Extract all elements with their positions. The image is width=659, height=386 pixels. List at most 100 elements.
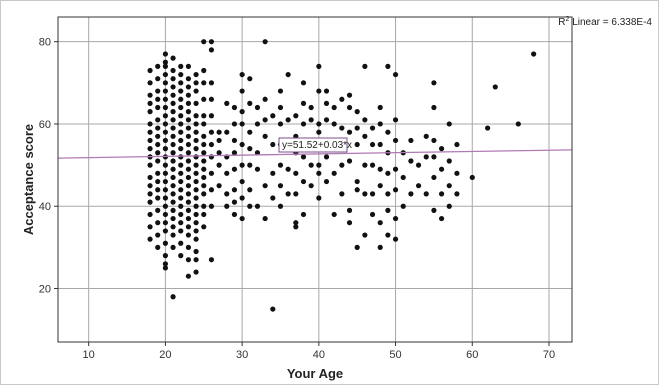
data-point xyxy=(431,174,437,181)
data-point xyxy=(254,121,261,127)
data-point xyxy=(178,240,184,246)
data-point xyxy=(285,117,291,123)
data-point xyxy=(446,158,452,164)
data-point xyxy=(208,141,215,148)
data-point xyxy=(208,39,215,45)
data-point xyxy=(254,104,261,111)
data-point xyxy=(185,158,192,164)
data-point xyxy=(201,80,207,86)
data-point xyxy=(231,166,238,172)
data-point xyxy=(170,166,176,172)
x-tick-label: 40 xyxy=(313,349,325,361)
data-point xyxy=(331,170,337,176)
data-point xyxy=(178,96,184,102)
data-point xyxy=(262,117,268,123)
data-point xyxy=(308,104,314,111)
data-point xyxy=(208,129,215,135)
data-point xyxy=(155,96,161,102)
data-point xyxy=(162,253,169,259)
data-point xyxy=(323,117,330,123)
data-point xyxy=(392,187,399,193)
equation-box xyxy=(278,137,348,153)
data-point xyxy=(369,211,376,218)
data-point xyxy=(201,141,207,148)
data-point xyxy=(239,215,245,222)
data-point xyxy=(162,170,169,176)
equation-label: y=51.52+0.03*x xyxy=(278,137,352,153)
y-tick-label: 80 xyxy=(39,37,51,49)
data-point xyxy=(331,121,337,127)
y-tick-label: 20 xyxy=(39,284,51,296)
data-point xyxy=(331,104,337,111)
data-point xyxy=(431,154,437,160)
data-point xyxy=(247,146,253,152)
data-point xyxy=(438,166,445,172)
data-point xyxy=(162,104,169,111)
data-point xyxy=(485,125,491,131)
data-point xyxy=(185,109,192,115)
data-point xyxy=(147,67,153,74)
data-point xyxy=(170,191,176,197)
data-point xyxy=(185,141,192,148)
data-point xyxy=(208,80,215,86)
data-point xyxy=(147,129,153,135)
data-point xyxy=(300,178,307,185)
data-point xyxy=(239,162,245,168)
data-point xyxy=(216,183,222,189)
data-point xyxy=(454,191,460,197)
data-point xyxy=(438,215,445,222)
data-point xyxy=(346,158,353,164)
data-point xyxy=(162,228,169,234)
plot-area xyxy=(57,16,573,343)
data-point xyxy=(178,137,184,144)
data-point xyxy=(239,141,245,148)
data-point xyxy=(392,137,399,144)
data-point xyxy=(300,100,307,106)
data-point xyxy=(277,203,284,209)
x-tick-label: 10 xyxy=(83,349,95,361)
data-point xyxy=(354,187,360,193)
data-point xyxy=(155,232,161,238)
y-axis-title: Acceptance score xyxy=(21,124,36,235)
data-point xyxy=(431,137,437,144)
data-point xyxy=(162,187,169,193)
data-point xyxy=(178,195,184,201)
data-point xyxy=(147,146,153,152)
data-point xyxy=(201,113,207,119)
data-point xyxy=(208,257,215,263)
data-point xyxy=(208,47,215,53)
data-point xyxy=(392,215,399,222)
data-point xyxy=(254,166,261,172)
data-point xyxy=(178,187,184,193)
data-point xyxy=(392,236,399,242)
data-point xyxy=(293,113,299,119)
data-point xyxy=(239,71,245,78)
data-point xyxy=(293,170,299,176)
data-point xyxy=(162,96,169,102)
data-point xyxy=(254,203,261,209)
data-point xyxy=(178,146,184,152)
data-point xyxy=(415,183,422,189)
data-point xyxy=(147,199,153,205)
data-point xyxy=(377,121,383,127)
data-point xyxy=(178,63,184,69)
data-point xyxy=(362,117,368,123)
data-point xyxy=(201,67,207,74)
data-point xyxy=(155,150,161,156)
data-point xyxy=(178,88,184,94)
data-point xyxy=(208,96,215,102)
data-point xyxy=(170,100,176,106)
data-point xyxy=(316,88,322,94)
x-tick-labels: 10 20 30 40 50 60 70 xyxy=(83,342,555,361)
data-point xyxy=(270,141,276,148)
data-point xyxy=(185,191,192,197)
data-point xyxy=(162,220,169,226)
data-point xyxy=(270,195,276,201)
data-point xyxy=(293,220,299,226)
data-point xyxy=(170,84,176,90)
data-point xyxy=(185,174,192,181)
data-point xyxy=(415,162,422,168)
data-point xyxy=(193,220,199,226)
data-point xyxy=(262,39,268,45)
data-point xyxy=(147,162,153,168)
